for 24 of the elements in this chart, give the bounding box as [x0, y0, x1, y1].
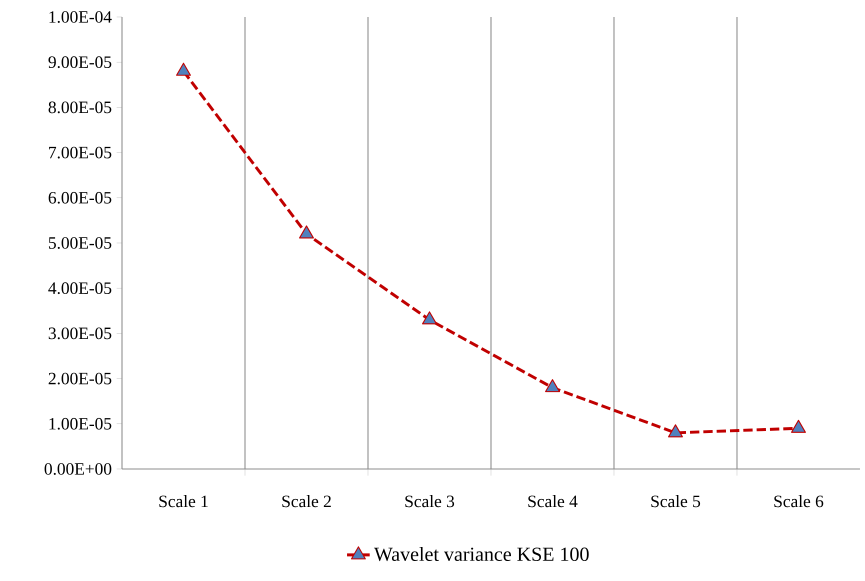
point	[668, 424, 683, 438]
legend-label: Wavelet variance KSE 100	[374, 546, 589, 562]
x-tick-label: Scale 3	[405, 495, 454, 508]
x-tick-label: Scale 1	[159, 495, 208, 508]
y-tick-label: 1.00E-04	[49, 11, 112, 23]
y-tick-label: 3.00E-05	[48, 328, 112, 340]
y-tick-label: 5.00E-05	[48, 237, 112, 249]
y-tick-label: 0.00E+00	[44, 463, 112, 475]
x-tick-label: Scale 2	[282, 495, 331, 508]
point	[299, 225, 314, 238]
point	[545, 379, 560, 392]
y-tick-label: 8.00E-05	[48, 102, 112, 114]
y-tick-label: 4.00E-05	[48, 282, 112, 294]
x-tick-label: Scale 6	[774, 495, 824, 508]
y-tick-label: 6.00E-05	[48, 192, 112, 204]
point	[791, 420, 806, 433]
x-tick-label: Scale 4	[528, 495, 578, 508]
point	[176, 62, 191, 76]
y-tick-label: 7.00E-05	[49, 146, 112, 158]
y-tick-label: 1.00E-05	[49, 418, 112, 430]
point	[422, 311, 437, 324]
y-tick-label: 2.00E-05	[48, 372, 112, 384]
y-tick-label: 9.00E-05	[48, 56, 112, 68]
x-tick-label: Scale 5	[651, 495, 700, 508]
